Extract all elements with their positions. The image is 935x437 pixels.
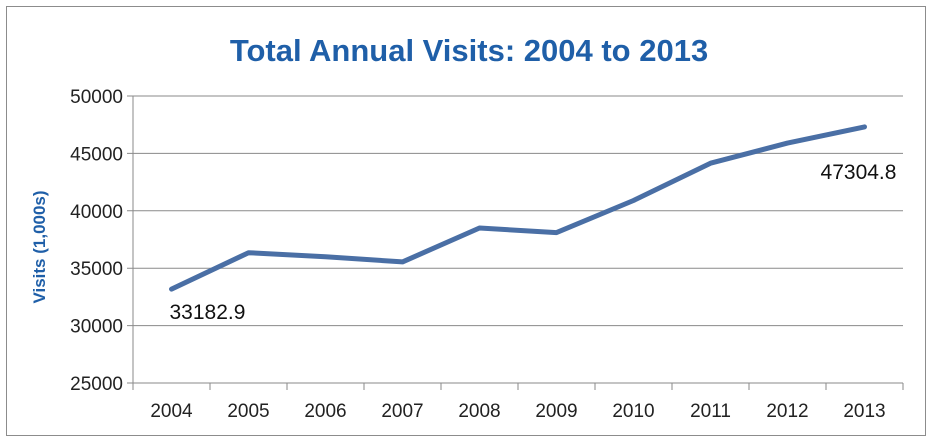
y-tick-label: 30000 [70,317,123,338]
x-tick-label: 2012 [766,401,808,422]
y-tick-label: 50000 [70,87,123,108]
y-tick-label: 45000 [70,144,123,165]
x-tick-label: 2009 [535,401,577,422]
line-chart: Total Annual Visits: 2004 to 2013 Visits… [30,33,904,422]
x-tick-label: 2007 [381,401,423,422]
chart-frame: Total Annual Visits: 2004 to 2013 Visits… [6,6,926,436]
series-line [169,124,867,292]
x-tick-label: 2008 [458,401,500,422]
gridlines [127,95,903,384]
y-tick-label: 25000 [70,374,123,395]
chart-title: Total Annual Visits: 2004 to 2013 [230,33,708,68]
labels: 25000 30000 35000 40000 45000 50000 2004 2005 20… [70,87,896,422]
y-tick-label: 40000 [70,202,123,223]
y-tick-label: 35000 [70,259,123,280]
x-tick-label: 2006 [304,401,346,422]
x-tick-label: 2011 [690,401,731,422]
data-label: 33182.9 [170,301,246,324]
data-label: 47304.8 [821,161,897,184]
axes [132,96,904,390]
series-layer [169,124,867,292]
x-tick-label: 2010 [612,401,654,422]
x-tick-label: 2004 [150,401,193,422]
x-tick-label: 2013 [843,401,885,422]
x-tick-label: 2005 [227,401,269,422]
y-axis-label: Visits (1,000s) [30,190,49,303]
